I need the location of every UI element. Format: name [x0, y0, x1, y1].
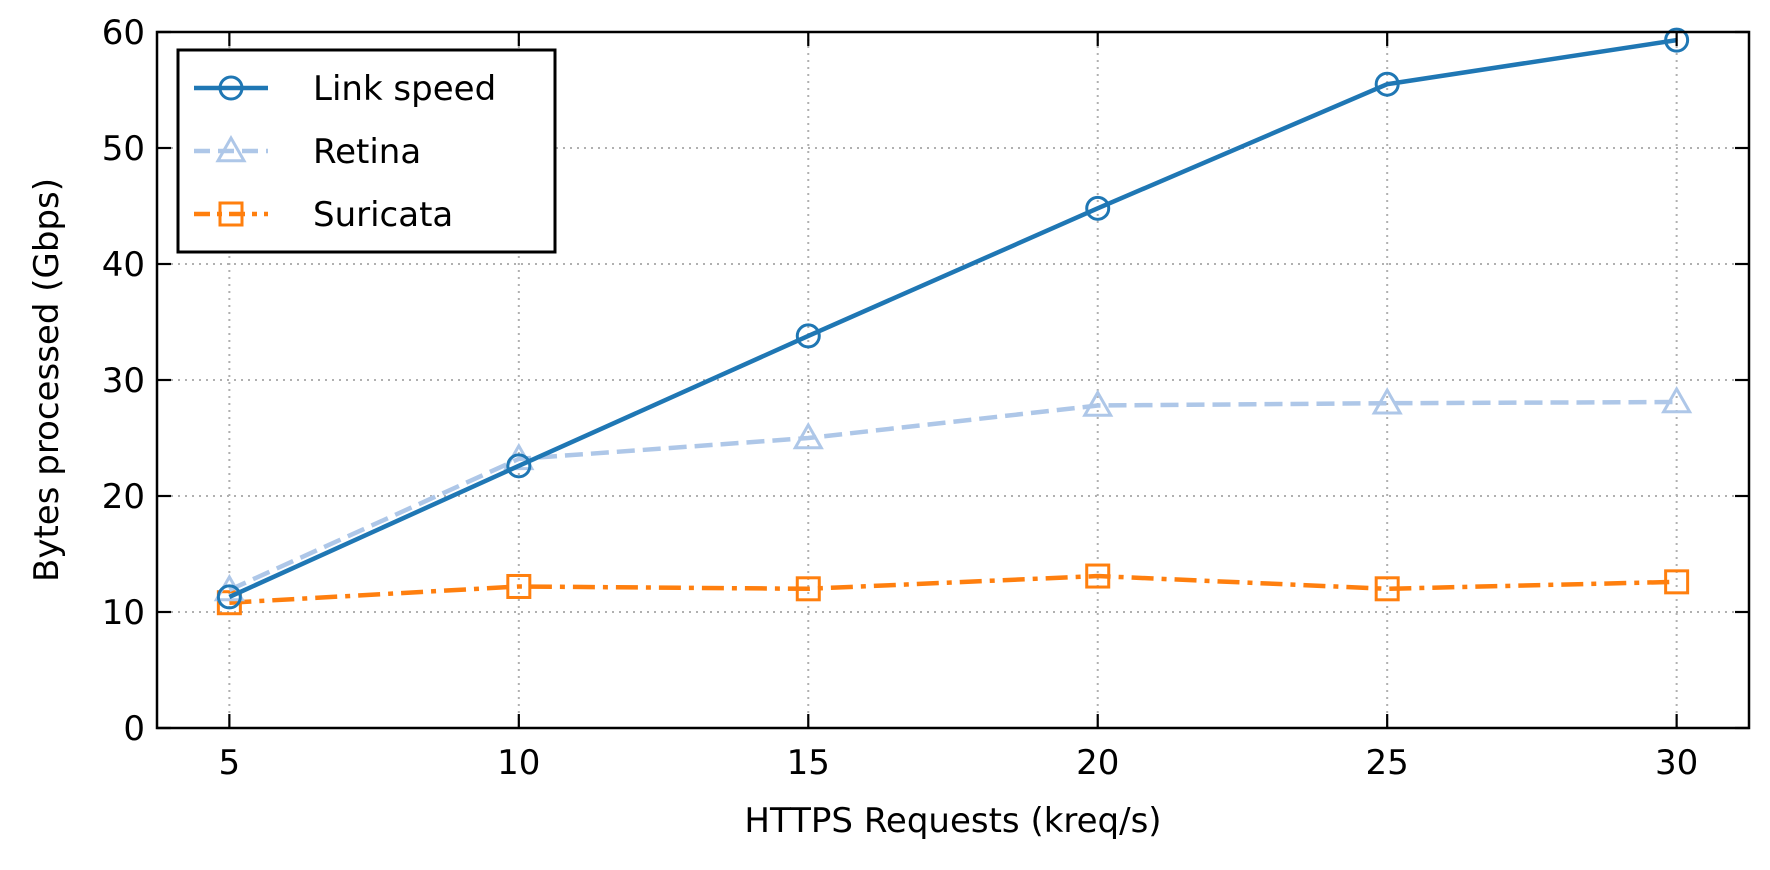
data-point	[216, 584, 242, 610]
series-line	[228, 37, 1677, 599]
data-point	[1374, 576, 1400, 602]
legend-marker	[218, 201, 244, 227]
data-point	[792, 421, 824, 450]
x-axis-title: HTTPS Requests (kreq/s)	[744, 801, 1161, 841]
x-tick-label: 30	[1655, 743, 1698, 783]
data-point	[1664, 569, 1690, 595]
data-point	[795, 323, 821, 349]
data-point	[1082, 389, 1114, 417]
legend-marker	[215, 134, 247, 163]
data-point	[1664, 27, 1690, 53]
x-tick-label: 10	[497, 743, 540, 783]
data-point	[1085, 195, 1111, 221]
data-point	[506, 573, 532, 599]
series-line	[228, 399, 1677, 593]
y-tick-label: 30	[102, 361, 145, 401]
legend-label: Retina	[313, 132, 421, 172]
y-tick-label: 0	[123, 709, 145, 749]
y-tick-label: 20	[102, 477, 145, 517]
series-line	[229, 573, 1677, 605]
data-point	[795, 576, 821, 602]
y-tick-label: 50	[102, 129, 145, 169]
data-point	[1085, 563, 1111, 589]
series-suricata	[216, 563, 1690, 616]
y-tick-label: 60	[102, 13, 145, 53]
y-axis-title: Bytes processed (Gbps)	[27, 178, 67, 582]
x-tick-label: 20	[1076, 743, 1119, 783]
series-link-speed	[216, 27, 1690, 610]
legend-marker	[218, 75, 244, 101]
data-point	[506, 453, 532, 479]
x-tick-label: 25	[1366, 743, 1409, 783]
y-tick-label: 40	[102, 245, 145, 285]
legend-item: Link speed	[194, 69, 496, 109]
y-tick-label: 10	[102, 593, 145, 633]
axis-ticks: 5 10 15 20 25 30 0 10 20 30 40 50 60	[102, 13, 1749, 783]
x-tick-label: 5	[219, 743, 241, 783]
legend-item: Retina	[194, 132, 421, 172]
series-retina	[213, 386, 1693, 602]
data-point	[1374, 71, 1400, 97]
data-point	[1661, 386, 1693, 414]
data-point	[1371, 387, 1403, 415]
legend-label: Suricata	[313, 195, 453, 235]
legend-label: Link speed	[313, 69, 496, 109]
x-tick-label: 15	[787, 743, 830, 783]
series-layer	[213, 27, 1693, 616]
legend: Link speed Retina Suricata	[176, 48, 557, 254]
legend-item: Suricata	[194, 195, 453, 235]
